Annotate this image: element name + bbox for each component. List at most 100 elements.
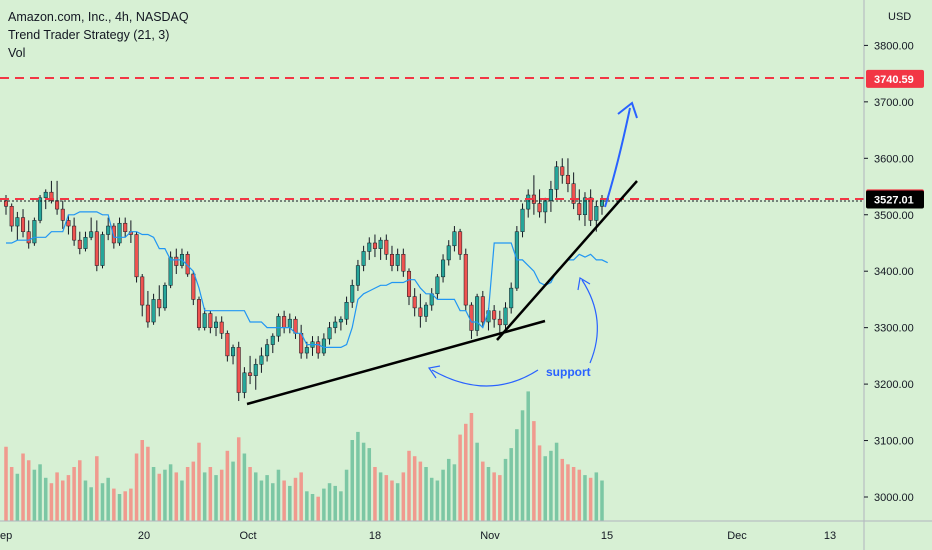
price-tick-label: 3800.00 [874, 40, 914, 52]
candle-body [571, 183, 576, 204]
support-up-arrow-head [577, 277, 591, 291]
support-curve-arrow[interactable] [431, 369, 539, 387]
volume-bar [293, 477, 298, 521]
candle-body [26, 231, 31, 244]
candle-body [372, 242, 377, 249]
candle-body [469, 304, 474, 331]
volume-bar [498, 475, 502, 521]
candle-body [140, 276, 145, 306]
candle-body [338, 318, 343, 323]
candle-body [168, 256, 173, 286]
indicator-title[interactable]: Trend Trader Strategy (21, 3) [8, 28, 170, 42]
volume-bar [100, 483, 105, 521]
candle-body [72, 225, 77, 241]
time-tick-label: Nov [480, 530, 500, 542]
candle-body [282, 316, 287, 328]
candle-body [412, 296, 417, 309]
volume-bar [174, 472, 179, 521]
volume-bar [9, 467, 14, 521]
candle-body [577, 203, 582, 216]
candle-body [424, 304, 429, 317]
volume-bar [253, 472, 258, 521]
candle-body [293, 318, 298, 334]
volume-bar [134, 453, 139, 521]
time-axis[interactable]: ep 20 Oct 18 Nov 15 Dec 13 [0, 530, 836, 542]
support-label: support [546, 365, 591, 379]
volume-layer [4, 391, 604, 521]
volume-bar [577, 469, 582, 521]
volume-bar [475, 442, 479, 521]
candle-body [594, 206, 599, 221]
candle-body [560, 166, 565, 176]
candle-body [475, 296, 480, 331]
volume-bar [219, 469, 224, 521]
price-badge: 3740.59 [866, 69, 924, 88]
candle-body [304, 347, 309, 354]
candle-body [565, 174, 570, 184]
support-trendline[interactable] [246, 319, 546, 406]
candle-body [446, 245, 451, 261]
volume-bar [236, 437, 241, 521]
volume-bar [117, 494, 122, 521]
volume-bar [429, 477, 434, 521]
price-tick-label: 3200.00 [874, 379, 914, 391]
volume-bar [163, 469, 167, 521]
volume-bar [327, 483, 332, 521]
volume-bar [214, 475, 218, 521]
candle-body [441, 259, 446, 278]
volume-bar [566, 464, 570, 521]
volume-bar [282, 480, 286, 521]
candle-body [32, 220, 37, 244]
price-tick-label: 3300.00 [874, 323, 914, 335]
volume-bar [305, 491, 309, 521]
price-axis[interactable]: USD 3800.00 3700.00 3600.00 3500.00 3400.00 3… [864, 11, 914, 504]
candle-body [21, 217, 26, 232]
volume-bar [49, 483, 54, 521]
candle-body [174, 256, 179, 266]
candle-body [151, 299, 156, 323]
volume-bar [55, 472, 59, 521]
candle-body [248, 372, 253, 376]
volume-bar [242, 453, 247, 521]
symbol-title[interactable]: Amazon.com, Inc., 4h, NASDAQ [8, 10, 189, 24]
volume-bar [72, 467, 76, 521]
volume-bar [526, 391, 530, 521]
candle-body [77, 239, 82, 249]
rising-trendline[interactable] [496, 180, 638, 341]
candle-body [9, 206, 14, 227]
volume-bar [61, 480, 65, 521]
candle-body [196, 299, 202, 328]
candle-body [242, 372, 247, 393]
candle-body [106, 225, 111, 235]
candle-body [503, 307, 508, 326]
volume-title[interactable]: Vol [8, 46, 26, 60]
volume-bar [509, 448, 513, 521]
candle-body [236, 347, 241, 393]
candle-body [219, 321, 224, 334]
candle-body [537, 203, 542, 213]
volume-bar [367, 448, 372, 521]
price-tick-label: 3500.00 [874, 210, 914, 222]
candle-body [327, 327, 332, 340]
volume-bar [95, 456, 99, 521]
volume-bar [151, 467, 156, 521]
volume-bar [435, 480, 440, 521]
volume-bar [361, 442, 366, 521]
time-tick-label: Oct [239, 530, 256, 542]
candle-body [202, 313, 207, 328]
volume-bar [503, 458, 508, 521]
candle-body [265, 344, 270, 357]
volume-bar [15, 473, 20, 521]
projection-arrow-head [617, 101, 638, 119]
volume-bar [469, 413, 474, 521]
candle-body [117, 222, 122, 244]
projection-arrow[interactable] [604, 107, 631, 208]
volume-bar [492, 472, 496, 521]
support-up-arrow[interactable] [581, 279, 598, 364]
candle-body [123, 222, 128, 232]
time-tick-label: 15 [601, 530, 613, 542]
volume-bar [537, 445, 542, 521]
volume-bar [231, 461, 235, 521]
